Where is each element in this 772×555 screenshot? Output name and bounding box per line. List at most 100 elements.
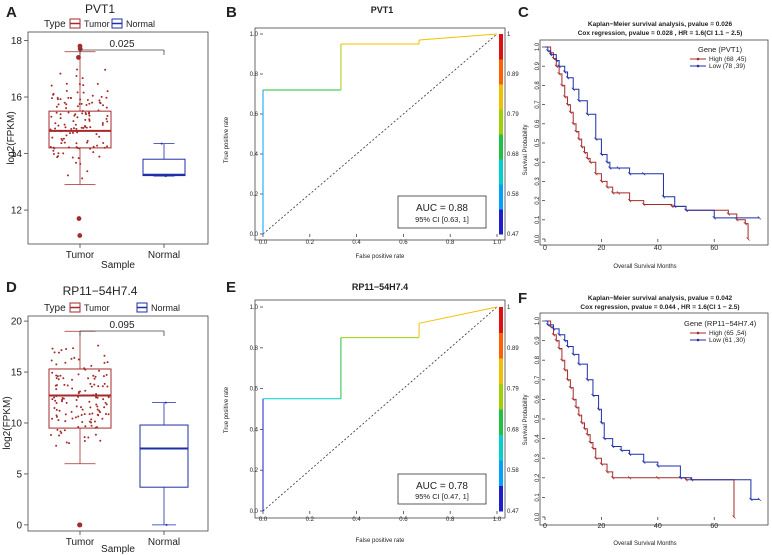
sample-point	[104, 401, 107, 404]
sample-point	[52, 152, 55, 155]
sample-point	[91, 101, 94, 104]
colorbar-segment	[499, 34, 503, 60]
censor-mark	[605, 160, 609, 164]
sample-point	[82, 127, 85, 130]
censor-mark	[594, 137, 598, 141]
censor-mark	[689, 478, 694, 482]
sample-point	[66, 174, 69, 177]
plot-frame	[539, 312, 769, 526]
sample-point	[99, 411, 102, 414]
km-subtitle: Cox regression, pvalue = 0.028 , HR = 1.…	[578, 30, 743, 37]
colorbar-segment	[499, 307, 503, 333]
censor-mark	[585, 112, 590, 116]
sample-point	[55, 363, 58, 366]
roc-title: PVT1	[371, 5, 394, 15]
censor-mark	[551, 332, 556, 337]
sample-point	[50, 84, 53, 87]
sample-point	[76, 105, 79, 108]
sample-point	[58, 434, 61, 437]
sample-point	[79, 162, 82, 165]
colorbar-segment	[499, 209, 503, 235]
sample-point	[60, 142, 63, 145]
sample-point	[79, 98, 82, 101]
sample-point	[83, 440, 86, 443]
sample-point	[95, 403, 98, 406]
sample-point	[92, 394, 95, 397]
censor-mark	[712, 216, 716, 220]
sample-point	[101, 122, 104, 125]
x-tick-label: Normal	[148, 250, 180, 261]
sample-point	[78, 390, 81, 393]
censor-mark	[656, 476, 660, 480]
sample-point	[56, 98, 59, 101]
ci-text: 95% CI [0.63, 1]	[415, 215, 469, 224]
y-tick-label: 0.4	[250, 427, 259, 433]
y-tick-label: 0.7	[535, 375, 541, 384]
censor-mark	[616, 166, 621, 170]
sample-point	[55, 444, 58, 447]
sample-point	[81, 420, 84, 423]
x-tick-label: 60	[710, 523, 718, 530]
censor-mark	[684, 208, 688, 212]
boxplot-marks: 0 5 10 15 20 Tumor Normal 0.095	[11, 317, 189, 548]
sample-point	[75, 405, 78, 408]
colorbar-segment	[499, 134, 503, 160]
sample-point	[70, 357, 73, 360]
sample-point	[104, 68, 107, 71]
y-tick-label: 0.0	[250, 509, 259, 515]
legend-tumor-label: Tumor	[84, 303, 110, 313]
censor-mark	[678, 476, 683, 480]
sample-point	[59, 130, 62, 133]
y-tick-label: 0.0	[535, 234, 541, 243]
sample-point	[77, 157, 80, 160]
sample-point	[71, 156, 74, 159]
sample-point	[50, 115, 53, 118]
sample-point	[81, 408, 84, 411]
legend-type-label: Type	[44, 303, 66, 314]
panel-letter-c: C	[518, 4, 529, 21]
censor-mark	[670, 204, 674, 209]
sample-point	[52, 146, 55, 149]
sample-point	[61, 398, 64, 401]
sample-point	[164, 175, 167, 178]
sample-point	[60, 431, 63, 434]
sample-point	[104, 412, 107, 415]
sample-point	[65, 134, 68, 137]
sample-point	[57, 378, 60, 381]
sample-point	[87, 377, 90, 380]
censor-mark	[562, 95, 567, 99]
sample-point	[70, 127, 73, 130]
censor-mark	[588, 440, 592, 445]
censor-mark	[661, 195, 666, 199]
sample-point	[103, 406, 106, 409]
plot-frame	[27, 31, 209, 245]
sample-point	[75, 146, 78, 149]
y-tick-label: 0.0	[535, 512, 541, 521]
plot-frame	[254, 299, 506, 519]
sample-point	[95, 133, 98, 136]
x-tick-label: Tumor	[66, 537, 95, 548]
sample-point	[56, 428, 59, 431]
sample-point	[89, 126, 92, 129]
y-axis-label: True positive rate	[224, 116, 230, 163]
outlier-point	[76, 216, 82, 221]
y-tick-label: 0.8	[250, 72, 259, 78]
sample-point	[88, 420, 91, 423]
y-tick-label: 1.0	[250, 305, 259, 311]
plot-frame	[539, 39, 769, 246]
y-tick-label: 5	[16, 469, 22, 480]
sample-point	[96, 405, 99, 408]
x-tick-label: 0.6	[399, 240, 408, 246]
sample-point	[64, 126, 67, 129]
sample-point	[53, 396, 56, 399]
x-tick-label: 0	[543, 245, 547, 252]
sample-point	[90, 385, 93, 388]
x-tick-label: 0.8	[446, 240, 455, 246]
legend-normal-label: Normal	[151, 303, 180, 313]
sample-point	[62, 377, 65, 380]
sample-point	[90, 424, 93, 427]
roc-title: RP11−54H7.4	[352, 282, 408, 292]
sample-point	[77, 426, 80, 429]
sample-point	[77, 373, 80, 376]
y-tick-label: 0.5	[535, 138, 541, 147]
